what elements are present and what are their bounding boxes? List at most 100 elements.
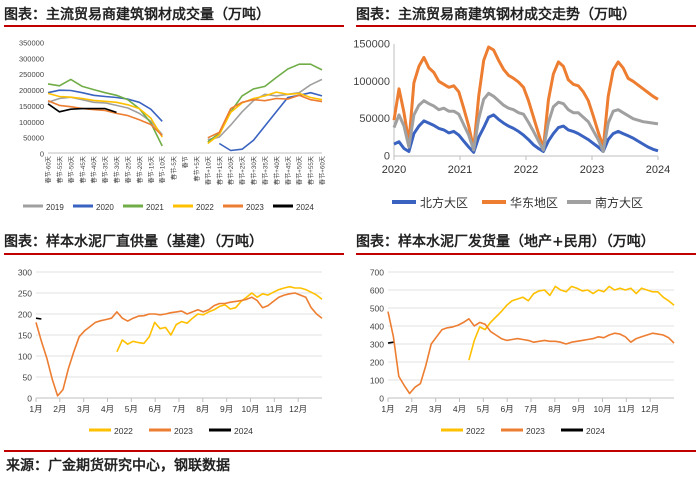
legend-label-2024: 2024: [586, 426, 605, 436]
x-tick-label: 春节+15天: [216, 156, 224, 185]
x-tick-label: 春节+10天: [204, 156, 212, 185]
series-line-南方大区: [392, 91, 659, 153]
x-tick-label: 9月: [572, 404, 585, 414]
series-line-2020: [47, 89, 323, 152]
legend-label-2019: 2019: [46, 203, 64, 212]
legend-label-华东地区: 华东地区: [510, 196, 558, 210]
divider-top-left: [4, 25, 344, 27]
legend-label-南方大区: 南方大区: [595, 195, 643, 210]
x-tick-label: 5月: [477, 404, 490, 414]
x-tick-label: 春节+20天: [227, 156, 235, 185]
legend-label-2022: 2022: [114, 426, 133, 436]
x-tick-label: 12月: [641, 404, 659, 414]
x-tick-label: 8月: [196, 404, 209, 414]
legend-label-2021: 2021: [146, 203, 164, 212]
panel-title-cement-property: 图表：样本水泥厂发货量（地产+民用）（万吨）: [356, 234, 655, 250]
series-line-2023: [47, 94, 323, 139]
series-line-2022: [116, 285, 323, 353]
x-tick-label: 11月: [618, 404, 635, 414]
y-tick-label: 0: [384, 151, 390, 163]
x-tick-label: 春节+45天: [284, 156, 292, 185]
x-tick-label: 2021: [448, 164, 472, 176]
y-tick-label: 0: [379, 394, 384, 404]
legend-label-2023: 2023: [526, 426, 545, 436]
y-tick-label: 300: [18, 268, 32, 278]
y-tick-label: 300: [370, 340, 384, 350]
x-tick-label: 春节-55天: [56, 156, 64, 184]
chart-steel-volume: 0 50000 100000 150000 200000 250000 300000 3500…: [19, 39, 327, 213]
x-tick-label: 1月: [29, 404, 42, 414]
chart-cement-property: 0 100 200 300 400 500 600 700 1月 2月 3月 4月 5月 6月 7月 8月 9月…: [370, 268, 675, 436]
x-tick-label: 春节-60天: [45, 156, 53, 184]
divider-footer: [4, 450, 696, 452]
y-tick-label: 0: [40, 150, 44, 159]
y-tick-label: 50000: [23, 134, 44, 143]
legend-label-北方大区: 北方大区: [420, 195, 468, 210]
x-tick-label: 8月: [548, 404, 561, 414]
x-tick-label: 4月: [453, 404, 466, 414]
panel-title-steel-trend: 图表：主流贸易商建筑钢材成交走势（万吨）: [356, 7, 636, 23]
y-tick-label: 100: [370, 376, 384, 386]
x-tick-label: 6月: [501, 404, 514, 414]
series-line-北方大区: [393, 113, 659, 154]
x-tick-label: 春节+60天: [319, 156, 327, 185]
divider-mid-right: [356, 253, 696, 255]
x-tick-label: 春节-45天: [79, 156, 87, 184]
x-tick-label: 2月: [405, 404, 418, 414]
panel-title-steel-volume: 图表：主流贸易商建筑钢材成交量（万吨）: [4, 7, 270, 23]
x-tick-label: 春节-10天: [159, 156, 167, 184]
x-tick-label: 5月: [125, 404, 138, 414]
x-tick-label: 春节+40天: [273, 156, 281, 185]
legend-label-2023: 2023: [246, 203, 264, 212]
x-tick-label: 11月: [266, 404, 283, 414]
y-tick-label: 500: [370, 304, 384, 314]
series-line-2022: [47, 91, 323, 145]
y-tick-label: 50000: [359, 113, 390, 125]
y-tick-label: 100000: [19, 118, 44, 127]
x-tick-label: 12月: [289, 404, 307, 414]
x-tick-label: 春节+30天: [250, 156, 258, 185]
y-tick-label: 200000: [19, 86, 44, 95]
x-tick-label: 春节+5天: [193, 156, 201, 182]
y-tick-label: 350000: [19, 39, 44, 48]
legend-label-2020: 2020: [96, 203, 114, 212]
x-tick-label: 春节-5天: [170, 156, 178, 180]
x-tick-label: 春节-40天: [90, 156, 98, 184]
y-tick-label: 150000: [19, 102, 44, 111]
series-line-2024: [35, 317, 42, 320]
chart-steel-trend: 0 50000 100000 150000 2020 2021 2022 2023 2024 北方…: [353, 39, 670, 211]
y-tick-label: 200: [18, 310, 32, 320]
legend-label-2022: 2022: [466, 426, 485, 436]
y-tick-label: 100: [18, 352, 32, 362]
y-tick-label: 150000: [353, 39, 390, 51]
divider-mid-left: [4, 253, 344, 255]
y-tick-label: 700: [370, 268, 384, 278]
chart-cement-infra: 0 50 100 150 200 250 300 1月 2月 3月 4月 5月 6月 7月 8月 9月 10月 1…: [18, 268, 323, 436]
y-tick-label: 50: [23, 373, 33, 383]
y-tick-label: 600: [370, 286, 384, 296]
x-tick-label: 4月: [101, 404, 114, 414]
x-tick-label: 7月: [524, 404, 537, 414]
x-tick-label: 春节-30天: [113, 156, 121, 184]
series-line-2023: [387, 311, 675, 395]
legend-label-2024: 2024: [296, 203, 314, 212]
x-tick-label: 9月: [220, 404, 233, 414]
x-tick-label: 1月: [381, 404, 394, 414]
x-tick-label: 春节-50天: [67, 156, 75, 184]
source-footer: 来源：广金期货研究中心，钢联数据: [6, 458, 230, 474]
x-tick-label: 10月: [594, 404, 612, 414]
x-tick-label: 春节+55天: [307, 156, 315, 185]
y-tick-label: 150: [18, 331, 32, 341]
x-tick-label: 2020: [382, 164, 406, 176]
x-tick-label: 10月: [242, 404, 260, 414]
legend-label-2024: 2024: [234, 426, 253, 436]
x-tick-label: 2022: [514, 164, 538, 176]
y-tick-label: 250: [18, 289, 32, 299]
x-tick-label: 7月: [172, 404, 185, 414]
y-tick-label: 300000: [19, 54, 44, 63]
x-tick-label: 春节: [182, 156, 190, 168]
series-line-2022: [468, 285, 675, 361]
series-line-2023: [35, 292, 323, 397]
y-tick-label: 100000: [353, 76, 390, 88]
divider-top-right: [356, 25, 696, 27]
